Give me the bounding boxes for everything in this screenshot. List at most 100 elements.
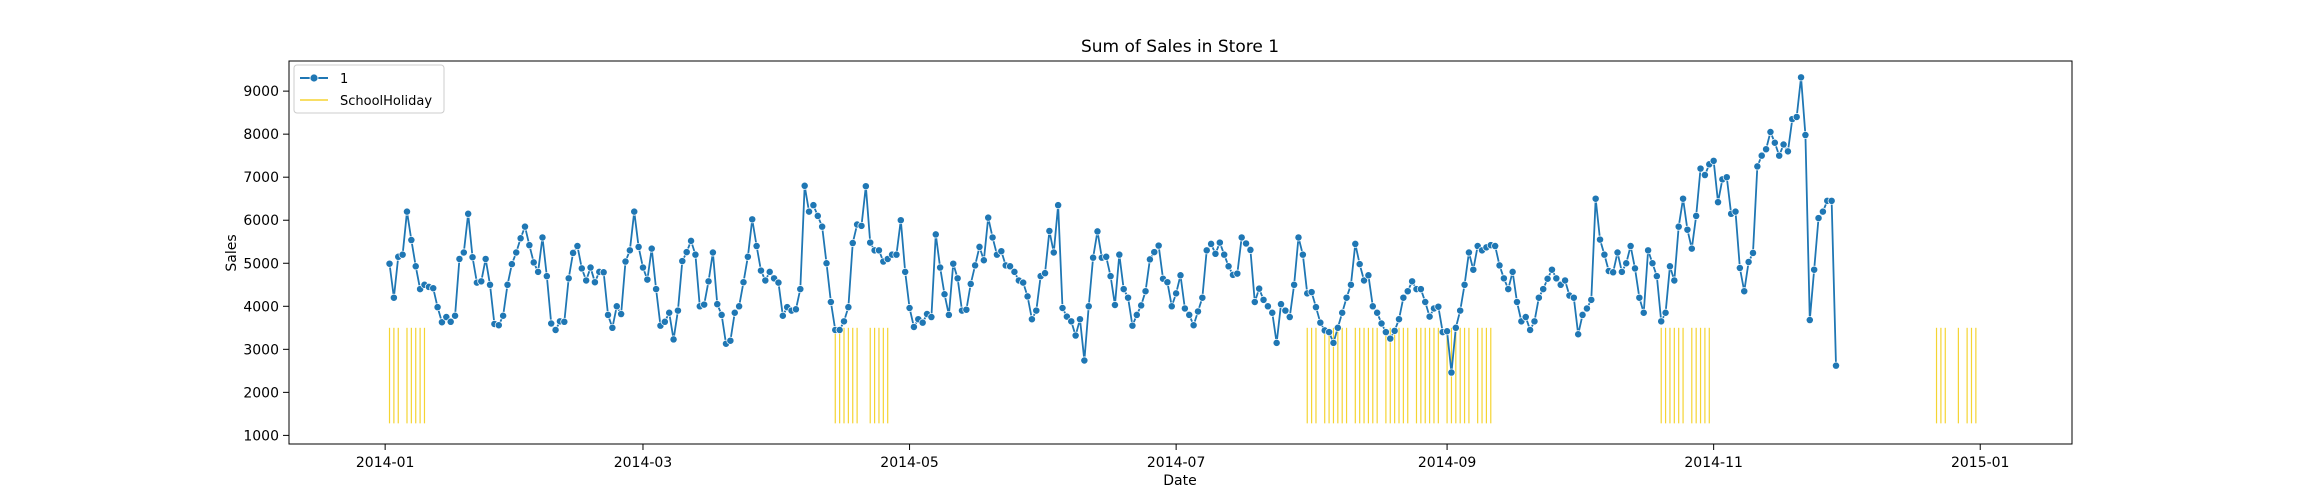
sales-point <box>1731 207 1740 216</box>
sales-point <box>1093 227 1102 236</box>
sales-point <box>1491 242 1500 250</box>
sales-point <box>438 318 446 327</box>
sales-point <box>560 317 569 326</box>
x-tick-label: 2014-01 <box>356 455 415 471</box>
sales-point <box>1207 239 1216 248</box>
sales-point <box>481 255 490 263</box>
sales-point <box>1364 271 1373 280</box>
sales-point <box>1700 171 1709 179</box>
sales-point <box>1735 264 1744 272</box>
sales-point <box>735 302 744 311</box>
sales-point <box>1080 356 1089 365</box>
legend: 1 SchoolHoliday <box>293 64 445 114</box>
sales-point <box>1613 248 1622 257</box>
y-tick-label: 1000 <box>243 428 279 444</box>
sales-point <box>1534 293 1543 302</box>
sales-point <box>669 335 678 344</box>
plot-layer <box>385 73 1977 424</box>
sales-point <box>1770 138 1779 147</box>
sales-point <box>1403 287 1412 296</box>
sales-point <box>647 244 656 253</box>
sales-point <box>389 293 398 302</box>
sales-point <box>1355 260 1364 269</box>
sales-point <box>1687 244 1696 253</box>
sales-point <box>997 247 1006 256</box>
sales-point <box>586 263 595 272</box>
sales-point <box>743 252 752 261</box>
sales-point <box>1368 302 1377 311</box>
y-tick-label: 4000 <box>243 299 279 315</box>
sales-point <box>1019 278 1028 287</box>
sales-point <box>507 260 516 269</box>
sales-point <box>1119 285 1128 294</box>
sales-point <box>800 181 809 190</box>
sales-point <box>1495 261 1504 270</box>
sales-point <box>752 242 761 250</box>
sales-point <box>940 290 949 299</box>
sales-point <box>1661 308 1670 317</box>
sales-point <box>1425 312 1434 321</box>
plot-frame <box>288 60 2073 445</box>
sales-point <box>1709 156 1718 165</box>
sales-point <box>861 182 870 191</box>
sales-point <box>1443 327 1452 336</box>
sales-point <box>1832 361 1840 370</box>
sales-point <box>1150 248 1159 257</box>
sales-point <box>1233 269 1242 278</box>
y-axis-title: Sales <box>224 234 240 271</box>
sales-point <box>1762 145 1771 154</box>
sales-point <box>1084 302 1093 311</box>
sales-point <box>486 280 494 289</box>
sales-point <box>866 238 875 247</box>
sales-point <box>1250 298 1259 306</box>
sales-point <box>1757 151 1766 160</box>
sales-point <box>1189 321 1198 330</box>
sales-point <box>765 267 774 276</box>
x-tick-label: 2015-01 <box>1951 455 2010 471</box>
sales-point <box>1447 368 1456 377</box>
sales-point <box>1753 162 1762 171</box>
x-tick-label: 2014-03 <box>614 455 673 471</box>
sales-point <box>748 215 757 224</box>
sales-point <box>516 234 525 243</box>
legend-marker-swatch <box>309 73 319 83</box>
sales-point <box>1377 319 1386 328</box>
sales-point <box>1167 302 1176 311</box>
sales-point <box>407 236 416 244</box>
sales-point <box>1006 262 1015 271</box>
sales-point <box>835 326 844 334</box>
sales-point <box>634 242 643 251</box>
sales-point <box>840 317 848 326</box>
sales-point <box>1696 164 1705 173</box>
sales-point <box>1648 259 1657 268</box>
sales-point <box>1338 308 1347 317</box>
sales-point <box>1259 295 1268 304</box>
sales-point <box>1451 323 1460 332</box>
sales-point <box>1408 277 1417 286</box>
sales-point <box>1333 323 1342 332</box>
sales-point <box>1526 326 1535 334</box>
sales-point <box>791 305 800 314</box>
sales-point <box>979 256 988 265</box>
y-tick-label: 7000 <box>243 170 279 186</box>
sales-point <box>1071 331 1080 340</box>
sales-point <box>1307 288 1316 297</box>
sales-point <box>901 267 910 276</box>
sales-point <box>1277 300 1285 309</box>
sales-point <box>446 317 455 326</box>
sales-point <box>604 310 612 319</box>
sales-point <box>1416 285 1425 294</box>
sales-point <box>1176 271 1185 280</box>
sales-point <box>429 284 438 293</box>
sales-point <box>1102 252 1111 261</box>
sales-point <box>1325 328 1334 337</box>
sales-point <box>1386 334 1395 343</box>
x-tick-label: 2014-11 <box>1684 455 1743 471</box>
sales-point <box>1224 262 1233 271</box>
sales-point <box>1268 308 1277 317</box>
sales-point <box>809 201 818 210</box>
legend-label-sales: 1 <box>340 72 348 87</box>
sales-point <box>805 207 813 216</box>
y-tick-label: 9000 <box>243 84 279 100</box>
sales-point <box>1316 318 1325 327</box>
